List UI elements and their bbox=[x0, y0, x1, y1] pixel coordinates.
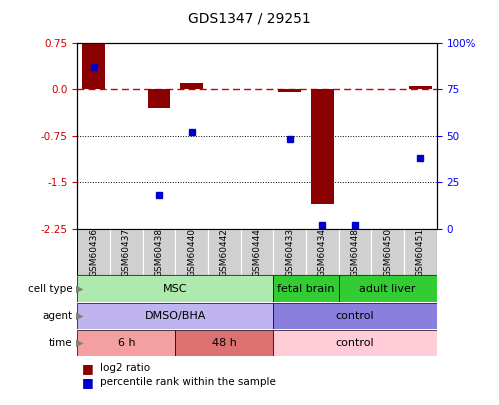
Bar bbox=[77, 229, 110, 275]
Bar bbox=[311, 89, 334, 204]
Bar bbox=[110, 229, 143, 275]
Text: GSM60450: GSM60450 bbox=[383, 228, 392, 277]
Text: GSM60436: GSM60436 bbox=[89, 228, 98, 277]
Bar bbox=[82, 43, 105, 89]
Text: GSM60440: GSM60440 bbox=[187, 228, 196, 277]
Text: GDS1347 / 29251: GDS1347 / 29251 bbox=[188, 11, 311, 25]
Bar bbox=[208, 229, 241, 275]
Text: GSM60451: GSM60451 bbox=[416, 228, 425, 277]
Bar bbox=[148, 89, 171, 108]
Text: GSM60437: GSM60437 bbox=[122, 228, 131, 277]
Bar bbox=[404, 229, 437, 275]
Text: MSC: MSC bbox=[163, 284, 188, 294]
Bar bbox=[273, 229, 306, 275]
Text: ▶: ▶ bbox=[76, 338, 83, 348]
Bar bbox=[278, 89, 301, 92]
Text: adult liver: adult liver bbox=[359, 284, 416, 294]
Text: log2 ratio: log2 ratio bbox=[100, 363, 150, 373]
Text: control: control bbox=[336, 311, 374, 321]
Text: ▶: ▶ bbox=[76, 311, 83, 321]
Text: cell type: cell type bbox=[28, 284, 72, 294]
Text: 48 h: 48 h bbox=[212, 338, 237, 348]
Text: ▶: ▶ bbox=[76, 284, 83, 294]
Bar bbox=[180, 83, 203, 89]
Bar bbox=[339, 229, 371, 275]
Bar bbox=[175, 229, 208, 275]
Text: GSM60438: GSM60438 bbox=[155, 228, 164, 277]
Bar bbox=[409, 86, 432, 89]
Bar bbox=[339, 275, 437, 302]
Text: time: time bbox=[49, 338, 72, 348]
Text: percentile rank within the sample: percentile rank within the sample bbox=[100, 377, 275, 387]
Text: agent: agent bbox=[42, 311, 72, 321]
Bar bbox=[371, 229, 404, 275]
Bar bbox=[77, 303, 273, 329]
Bar bbox=[306, 229, 339, 275]
Bar bbox=[77, 275, 273, 302]
Text: GSM60442: GSM60442 bbox=[220, 228, 229, 277]
Text: ■: ■ bbox=[82, 362, 94, 375]
Bar bbox=[273, 330, 437, 356]
Bar bbox=[175, 330, 273, 356]
Bar bbox=[273, 303, 437, 329]
Text: fetal brain: fetal brain bbox=[277, 284, 335, 294]
Text: GSM60448: GSM60448 bbox=[350, 228, 359, 277]
Text: 6 h: 6 h bbox=[118, 338, 135, 348]
Bar bbox=[77, 330, 175, 356]
Text: GSM60434: GSM60434 bbox=[318, 228, 327, 277]
Bar bbox=[273, 275, 339, 302]
Bar bbox=[143, 229, 175, 275]
Text: ■: ■ bbox=[82, 376, 94, 389]
Text: GSM60444: GSM60444 bbox=[252, 228, 261, 277]
Text: control: control bbox=[336, 338, 374, 348]
Bar bbox=[241, 229, 273, 275]
Text: DMSO/BHA: DMSO/BHA bbox=[145, 311, 206, 321]
Text: GSM60433: GSM60433 bbox=[285, 228, 294, 277]
